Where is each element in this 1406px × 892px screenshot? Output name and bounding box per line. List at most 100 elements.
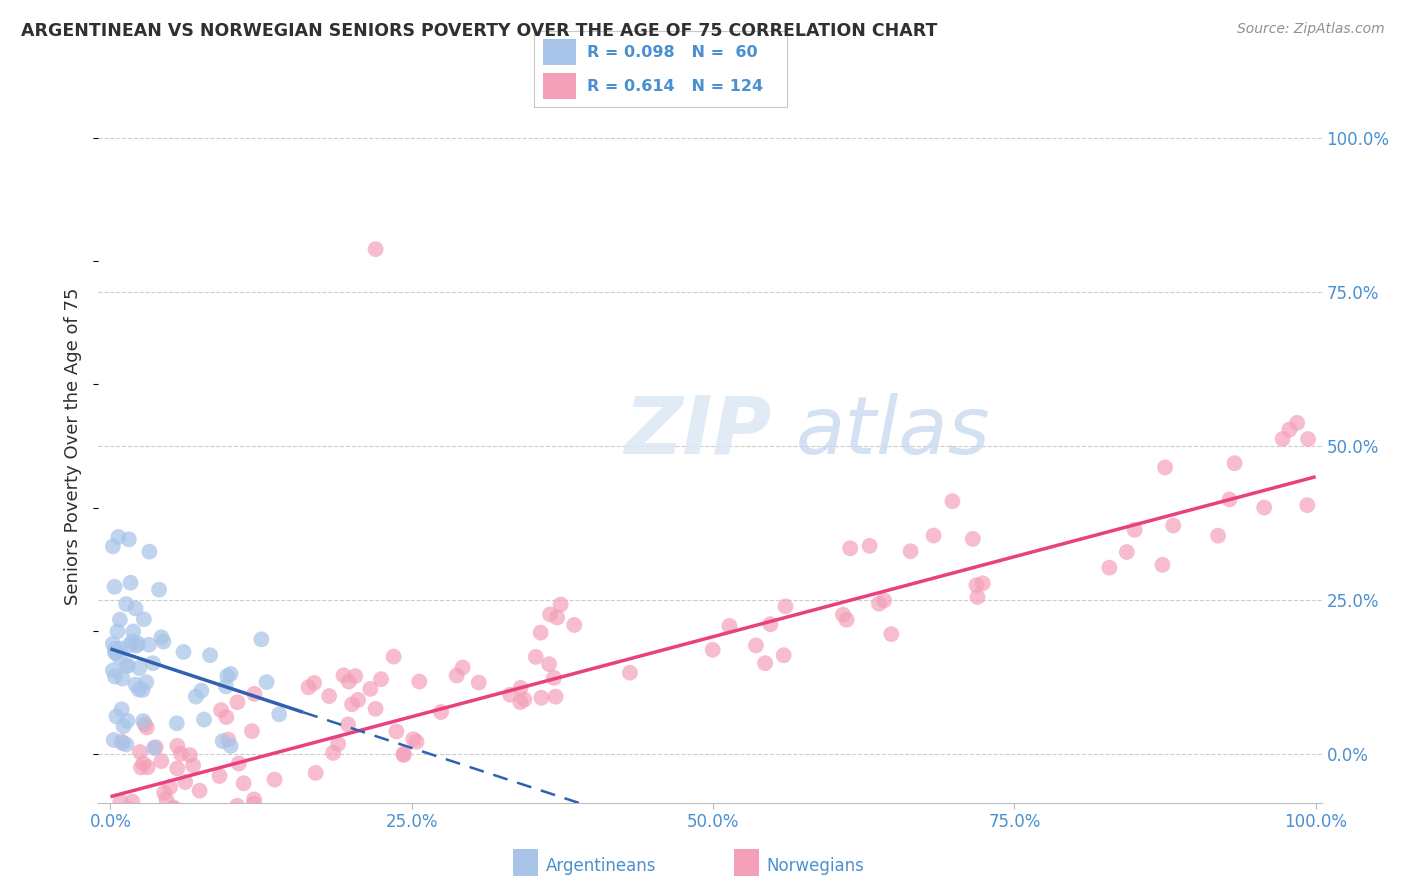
Point xyxy=(188,783,211,797)
Point xyxy=(107,624,129,639)
Point xyxy=(839,541,862,556)
Point xyxy=(543,671,565,685)
Point xyxy=(142,804,165,818)
Point xyxy=(122,624,145,639)
Point xyxy=(1123,523,1146,537)
Point xyxy=(702,643,724,657)
Point xyxy=(941,494,963,508)
Point xyxy=(250,632,273,647)
Point xyxy=(509,695,531,709)
Point xyxy=(104,646,127,660)
Point xyxy=(718,619,741,633)
Point xyxy=(124,601,146,615)
Point xyxy=(775,599,797,614)
Point xyxy=(115,738,138,752)
Point xyxy=(121,795,143,809)
Point xyxy=(166,739,188,753)
Point xyxy=(966,590,988,604)
Point xyxy=(1253,500,1275,515)
Point xyxy=(962,532,984,546)
Point xyxy=(132,756,155,771)
Point xyxy=(108,650,131,665)
Point xyxy=(135,721,157,735)
Point xyxy=(322,746,344,760)
Point xyxy=(1161,518,1184,533)
Point xyxy=(524,649,547,664)
Point xyxy=(263,772,285,787)
Point xyxy=(166,716,188,731)
Point xyxy=(302,676,325,690)
Point xyxy=(181,758,204,772)
Point xyxy=(101,539,124,553)
Point xyxy=(392,747,415,761)
Point xyxy=(103,580,125,594)
Point xyxy=(405,735,427,749)
Point xyxy=(226,695,249,709)
Point xyxy=(127,637,149,651)
Point xyxy=(745,639,768,653)
Point xyxy=(972,576,994,591)
Point xyxy=(117,714,139,728)
Point xyxy=(859,539,882,553)
Point xyxy=(150,754,173,768)
Point xyxy=(562,618,585,632)
Point xyxy=(193,713,215,727)
Point xyxy=(120,575,142,590)
Point xyxy=(128,682,150,697)
Point xyxy=(170,747,193,761)
Point xyxy=(138,808,160,822)
Point xyxy=(382,649,405,664)
Point xyxy=(159,780,181,794)
Point xyxy=(318,689,340,703)
Point xyxy=(124,677,146,691)
Point xyxy=(467,675,489,690)
Point xyxy=(219,739,242,753)
Point xyxy=(538,607,561,622)
Point xyxy=(117,658,139,673)
Point xyxy=(1098,560,1121,574)
Point xyxy=(1296,498,1319,512)
Point xyxy=(297,680,319,694)
Point xyxy=(873,593,896,607)
Point xyxy=(112,719,135,733)
Point xyxy=(115,597,138,611)
Point xyxy=(215,710,238,724)
Point xyxy=(125,639,148,653)
Point xyxy=(150,630,173,644)
Point xyxy=(211,734,233,748)
Point xyxy=(754,656,776,670)
Point xyxy=(118,533,141,547)
Point xyxy=(337,674,360,689)
Point xyxy=(451,660,474,674)
Point xyxy=(111,734,134,748)
Point xyxy=(217,669,239,683)
Point xyxy=(138,544,160,558)
Point xyxy=(1296,432,1319,446)
Point xyxy=(232,776,254,790)
Point xyxy=(136,760,159,774)
Point xyxy=(190,683,212,698)
Point xyxy=(135,675,157,690)
Text: Argentineans: Argentineans xyxy=(546,857,657,875)
Point xyxy=(1223,456,1246,470)
Point xyxy=(759,617,782,632)
Point xyxy=(179,747,201,762)
Text: R = 0.614   N = 124: R = 0.614 N = 124 xyxy=(588,79,763,94)
Bar xyxy=(543,73,576,99)
Point xyxy=(162,801,184,815)
Point xyxy=(148,582,170,597)
Point xyxy=(173,645,195,659)
Point xyxy=(138,638,160,652)
Point xyxy=(1278,423,1301,437)
Point xyxy=(209,703,232,717)
Point xyxy=(195,805,218,819)
Point xyxy=(174,775,197,789)
Point xyxy=(966,578,988,592)
Point xyxy=(108,641,131,656)
Point xyxy=(132,714,155,728)
Point xyxy=(128,661,150,675)
Point xyxy=(364,242,387,256)
Point xyxy=(332,668,354,682)
Point xyxy=(117,802,139,816)
Text: atlas: atlas xyxy=(796,392,990,471)
